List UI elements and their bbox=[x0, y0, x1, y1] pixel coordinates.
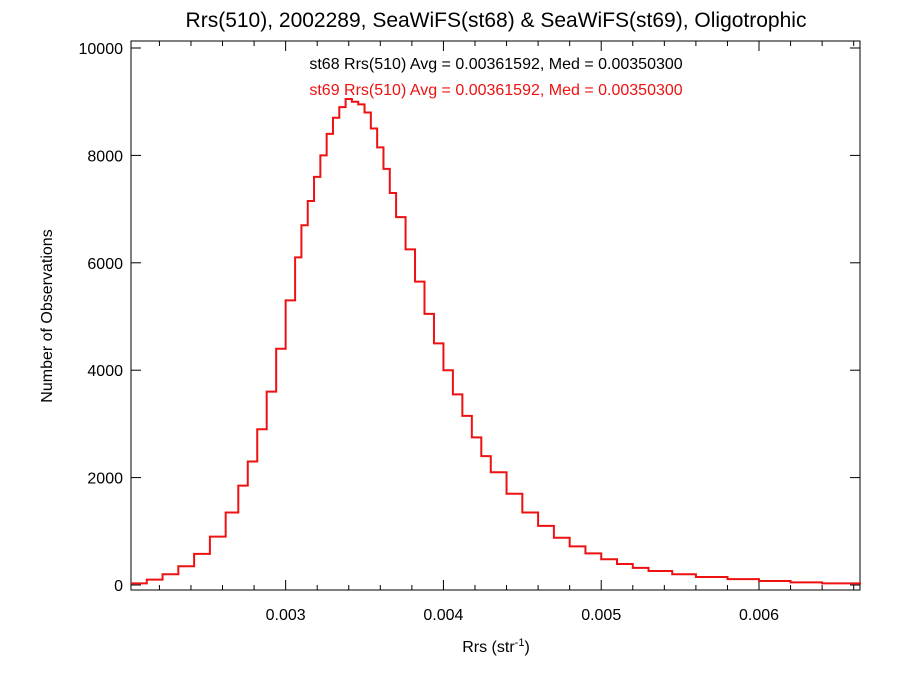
x-axis-label: Rrs (str-1) bbox=[462, 637, 530, 656]
histogram-series-line bbox=[131, 98, 861, 585]
series-group bbox=[131, 98, 861, 585]
y-tick-label: 8000 bbox=[87, 148, 123, 165]
x-tick-label: 0.005 bbox=[581, 607, 621, 624]
y-tick-label: 10000 bbox=[79, 41, 124, 58]
x-tick-label: 0.003 bbox=[266, 607, 306, 624]
plot-frame bbox=[130, 40, 861, 591]
y-axis-ticks: 0 2000 4000 6000 8000 10000 bbox=[79, 41, 860, 595]
y-tick-label: 6000 bbox=[87, 256, 123, 273]
x-axis-label-close: ) bbox=[524, 639, 529, 656]
y-tick-label: 0 bbox=[114, 578, 123, 595]
annotation-st69: st69 Rrs(510) Avg = 0.00361592, Med = 0.… bbox=[309, 82, 682, 99]
chart-title: Rrs(510), 2002289, SeaWiFS(st68) & SeaWi… bbox=[186, 9, 807, 32]
x-axis-ticks: 0.003 0.004 0.005 0.006 bbox=[158, 41, 855, 624]
x-tick-label: 0.006 bbox=[739, 607, 779, 624]
x-tick-label: 0.004 bbox=[423, 607, 463, 624]
y-axis-label: Number of Observations bbox=[39, 229, 56, 402]
x-axis-label-main: Rrs (str bbox=[462, 639, 515, 656]
annotation-st68: st68 Rrs(510) Avg = 0.00361592, Med = 0.… bbox=[309, 56, 682, 73]
x-axis-label-sup: -1 bbox=[515, 637, 525, 649]
y-tick-label: 2000 bbox=[87, 471, 123, 488]
y-tick-label: 4000 bbox=[87, 363, 123, 380]
